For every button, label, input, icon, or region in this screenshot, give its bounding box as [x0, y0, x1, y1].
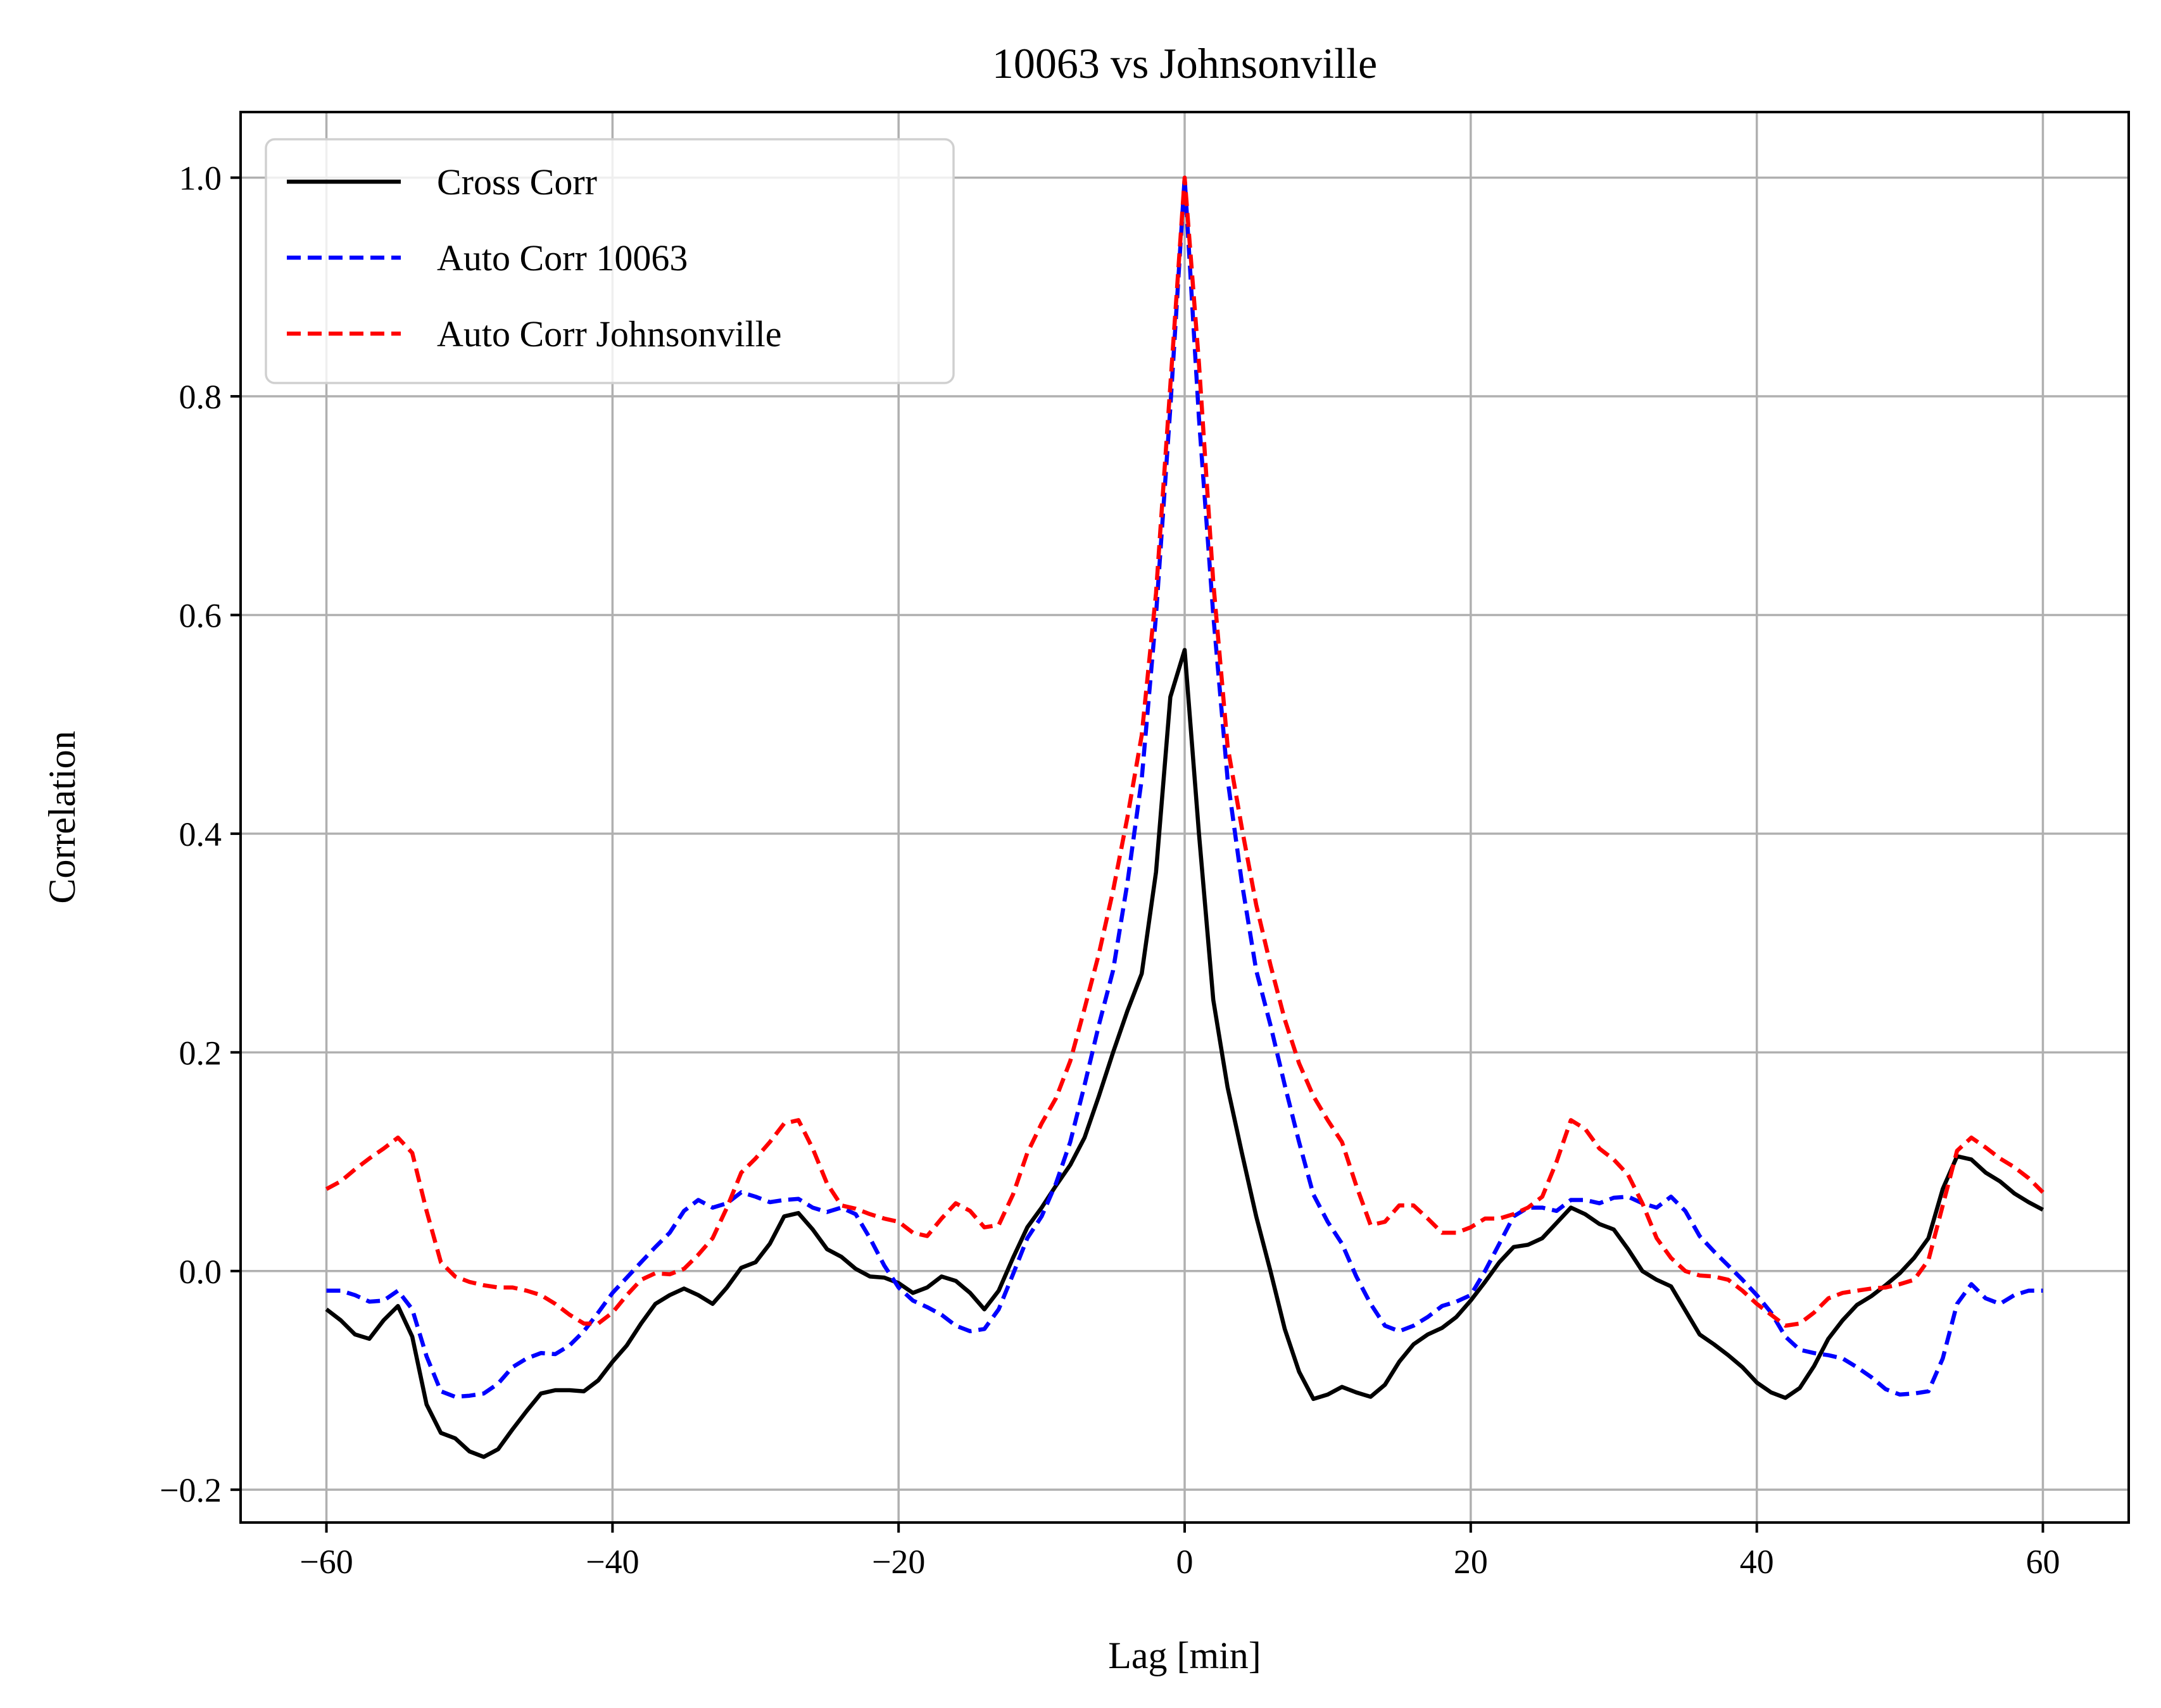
x-tick-label: 20 — [1454, 1543, 1488, 1581]
legend-label: Auto Corr Johnsonville — [437, 313, 782, 355]
y-tick-label: 0.4 — [179, 815, 222, 853]
x-tick-label: −40 — [586, 1543, 639, 1581]
x-tick-label: −20 — [872, 1543, 925, 1581]
x-axis-label: Lag [min] — [1108, 1635, 1261, 1676]
y-axis: −0.2 0.0 0.2 0.4 0.6 0.8 1.0 — [160, 160, 241, 1509]
x-tick-label: 60 — [2026, 1543, 2060, 1581]
x-tick-label: −60 — [299, 1543, 353, 1581]
x-tick-label: 0 — [1176, 1543, 1194, 1581]
legend-label: Cross Corr — [437, 161, 597, 203]
x-axis: −60 −40 −20 0 20 40 60 — [299, 1523, 2060, 1581]
y-tick-label: 1.0 — [179, 160, 222, 198]
x-tick-label: 40 — [1740, 1543, 1774, 1581]
legend: Cross Corr Auto Corr 10063 Auto Corr Johns… — [265, 138, 955, 384]
series-line-auto-corr-johnsonville — [325, 175, 2044, 1328]
y-tick-label: 0.2 — [179, 1034, 222, 1072]
y-tick-label: 0.8 — [179, 378, 222, 416]
plot-lines — [325, 175, 2044, 1459]
series-line-auto-corr-10063 — [326, 175, 2043, 1399]
y-tick-label: 0.0 — [179, 1253, 222, 1291]
legend-box — [265, 138, 955, 384]
y-tick-label: −0.2 — [160, 1471, 222, 1509]
chart-title: 10063 vs Johnsonville — [992, 39, 1377, 87]
series-line-cross-corr — [325, 648, 2044, 1459]
y-axis-label: Correlation — [41, 731, 83, 903]
y-tick-label: 0.6 — [179, 596, 222, 634]
legend-label: Auto Corr 10063 — [437, 237, 688, 279]
